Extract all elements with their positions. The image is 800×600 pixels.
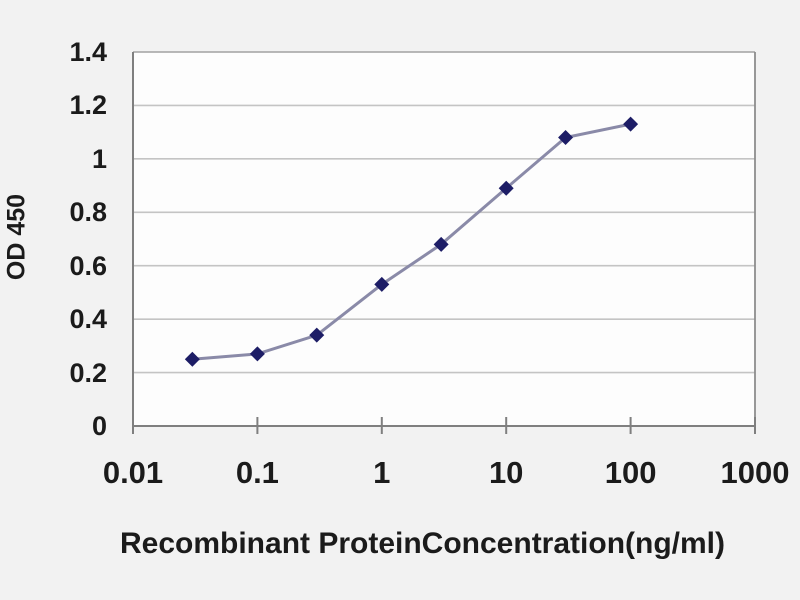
data-point-marker (558, 129, 574, 145)
data-series-line (192, 122, 631, 361)
y-tick-label: 0.8 (69, 197, 107, 228)
data-point-marker (374, 276, 390, 292)
x-axis-title: Recombinant ProteinConcentration(ng/ml) (119, 527, 725, 560)
data-point-marker (623, 116, 639, 132)
y-axis-title: OD 450 (2, 193, 31, 281)
y-tick-label: 0 (91, 411, 107, 441)
x-tick-label: 1000 (720, 455, 790, 490)
data-point-marker (498, 180, 514, 196)
plot-area-background (133, 52, 755, 426)
y-tick-label: 1 (91, 143, 107, 174)
data-point-marker (433, 236, 449, 252)
x-tick-label: 100 (604, 455, 657, 490)
x-tick-label: 0.01 (102, 455, 164, 490)
x-tick-label: 1 (373, 455, 391, 490)
x-tick-label: 10 (488, 455, 524, 490)
y-tick-label: 1.2 (69, 90, 107, 121)
x-tick-label: 0.1 (235, 455, 279, 490)
y-tick-label: 0.6 (69, 250, 107, 281)
data-point-marker (249, 346, 265, 362)
y-tick-label: 0.2 (69, 357, 107, 388)
data-point-marker (309, 327, 325, 343)
y-tick-label: 1.4 (69, 37, 107, 67)
y-tick-label: 0.4 (69, 304, 107, 335)
data-point-marker (184, 351, 200, 367)
